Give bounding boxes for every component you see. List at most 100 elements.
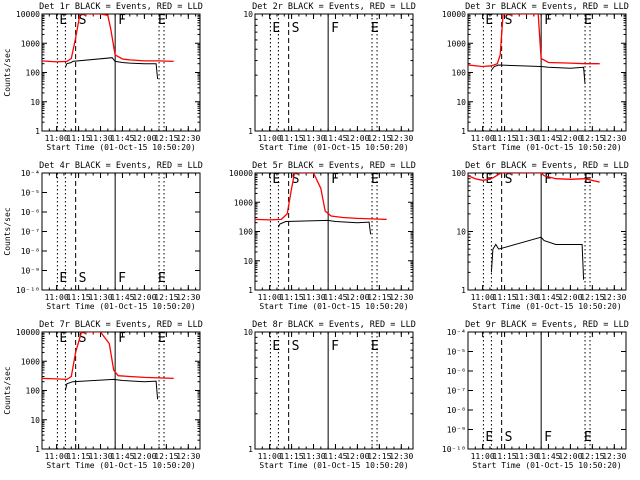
marker-label-E: E — [584, 13, 592, 28]
marker-label-S: S — [505, 13, 513, 28]
x-axis-label: Start Time (01-Oct-15 10:50:20) — [472, 461, 621, 470]
x-tick-label: 12:15 — [367, 293, 391, 302]
y-tick-label: 10 — [243, 10, 253, 19]
marker-label-F: F — [544, 172, 552, 187]
marker-label-S: S — [292, 339, 300, 354]
x-tick-label: 12:15 — [367, 134, 391, 143]
y-tick-label: 1 — [35, 127, 40, 136]
y-tick-label: 10⁻⁵ — [21, 189, 40, 198]
y-tick-label: 10⁻⁶ — [21, 208, 40, 217]
panel-title: Det 3r BLACK = Events, RED = LLD — [465, 2, 629, 12]
data-line — [42, 14, 174, 63]
x-tick-label: 11:15 — [280, 134, 304, 143]
panel-det-1: 1 10 100 1000 10000 11:0011:1511:3011:4512:00… — [3, 2, 203, 152]
panel-det-5: 1 10 100 1000 10000 11:0011:1511:3011:4512:00… — [229, 161, 416, 311]
x-tick-label: 11:30 — [88, 134, 112, 143]
x-tick-label: 11:30 — [301, 134, 325, 143]
x-tick-label: 11:00 — [258, 452, 282, 461]
panel-title: Det 1r BLACK = Events, RED = LLD — [39, 2, 203, 12]
marker-label-F: F — [331, 339, 339, 354]
x-tick-label: 11:00 — [45, 293, 69, 302]
x-axis-label: Start Time (01-Oct-15 10:50:20) — [46, 302, 195, 311]
x-tick-label: 12:30 — [602, 452, 626, 461]
marker-label-E: E — [371, 172, 379, 187]
y-tick-label: 1 — [248, 445, 253, 454]
y-tick-label: 1000 — [447, 39, 466, 48]
y-tick-label: 10000 — [229, 169, 253, 178]
x-tick-label: 12:00 — [345, 293, 369, 302]
x-tick-label: 12:30 — [176, 293, 200, 302]
y-tick-label: 1 — [248, 286, 253, 295]
y-tick-label: 10000 — [442, 10, 466, 19]
x-tick-label: 11:45 — [536, 452, 560, 461]
x-tick-label: 11:45 — [110, 452, 134, 461]
x-tick-label: 11:15 — [493, 452, 517, 461]
y-tick-label: 10 — [30, 98, 40, 107]
panel-title: Det 6r BLACK = Events, RED = LLD — [465, 161, 629, 171]
y-tick-label: 10 — [30, 416, 40, 425]
x-tick-label: 11:45 — [110, 134, 134, 143]
x-axis-label: Start Time (01-Oct-15 10:50:20) — [472, 143, 621, 152]
x-tick-label: 11:15 — [280, 293, 304, 302]
marker-label-F: F — [118, 331, 126, 346]
y-tick-label: 1000 — [21, 357, 40, 366]
x-tick-label: 11:45 — [536, 134, 560, 143]
panel-title: Det 7r BLACK = Events, RED = LLD — [39, 320, 203, 330]
x-tick-label: 11:30 — [514, 293, 538, 302]
y-axis-label: Counts/sec — [3, 366, 12, 414]
x-tick-label: 12:00 — [558, 134, 582, 143]
marker-label-S: S — [292, 172, 300, 187]
data-line — [491, 64, 586, 85]
x-tick-label: 12:15 — [580, 134, 604, 143]
data-line — [468, 14, 600, 68]
x-tick-label: 11:15 — [493, 293, 517, 302]
panel-title: Det 4r BLACK = Events, RED = LLD — [39, 161, 203, 171]
marker-label-F: F — [118, 271, 126, 286]
marker-label-E: E — [272, 339, 280, 354]
x-tick-label: 11:00 — [471, 293, 495, 302]
marker-label-S: S — [79, 13, 87, 28]
marker-label-E: E — [59, 331, 67, 346]
y-tick-label: 10⁻¹⁰ — [16, 286, 40, 295]
x-tick-label: 11:45 — [323, 134, 347, 143]
x-tick-label: 11:30 — [301, 293, 325, 302]
data-line — [42, 332, 174, 381]
x-tick-label: 12:00 — [345, 134, 369, 143]
y-tick-label: 100 — [26, 69, 41, 78]
x-tick-label: 12:00 — [558, 452, 582, 461]
marker-label-E: E — [272, 21, 280, 36]
plot-frame — [467, 172, 627, 291]
x-tick-label: 12:30 — [602, 134, 626, 143]
y-tick-label: 1 — [35, 445, 40, 454]
x-axis-label: Start Time (01-Oct-15 10:50:20) — [259, 302, 408, 311]
y-tick-label: 10⁻¹⁰ — [442, 445, 466, 454]
x-axis-label: Start Time (01-Oct-15 10:50:20) — [472, 302, 621, 311]
x-tick-label: 12:30 — [602, 293, 626, 302]
x-tick-label: 12:30 — [389, 452, 413, 461]
panel-det-3: 1 10 100 1000 10000 11:0011:1511:3011:4512:00… — [442, 2, 629, 152]
x-tick-label: 11:00 — [258, 134, 282, 143]
x-tick-label: 12:00 — [345, 452, 369, 461]
marker-label-E: E — [584, 430, 592, 445]
marker-label-F: F — [544, 13, 552, 28]
x-tick-label: 11:15 — [493, 134, 517, 143]
marker-label-S: S — [79, 331, 87, 346]
x-tick-label: 12:15 — [367, 452, 391, 461]
x-tick-label: 11:45 — [536, 293, 560, 302]
y-tick-label: 10⁻⁹ — [447, 426, 466, 435]
panel-title: Det 2r BLACK = Events, RED = LLD — [252, 2, 416, 12]
marker-label-S: S — [79, 271, 87, 286]
y-tick-label: 10⁻⁷ — [21, 228, 40, 237]
x-tick-label: 12:15 — [154, 293, 178, 302]
x-axis-label: Start Time (01-Oct-15 10:50:20) — [46, 461, 195, 470]
marker-label-S: S — [505, 430, 513, 445]
x-tick-label: 11:00 — [471, 452, 495, 461]
y-tick-label: 10 — [456, 98, 466, 107]
x-tick-label: 11:00 — [45, 452, 69, 461]
plot-frame — [41, 13, 201, 132]
